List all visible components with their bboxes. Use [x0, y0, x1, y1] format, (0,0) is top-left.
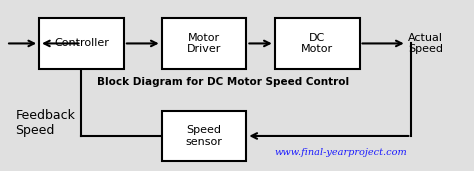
Text: www.final-yearproject.com: www.final-yearproject.com — [274, 148, 407, 157]
FancyBboxPatch shape — [275, 18, 359, 69]
Text: Actual
Speed: Actual Speed — [408, 33, 443, 54]
FancyBboxPatch shape — [162, 111, 246, 161]
Text: Speed
sensor: Speed sensor — [186, 125, 222, 147]
Text: Controller: Controller — [54, 38, 109, 48]
FancyBboxPatch shape — [39, 18, 124, 69]
Text: Feedback
Speed: Feedback Speed — [16, 109, 75, 136]
Text: Block Diagram for DC Motor Speed Control: Block Diagram for DC Motor Speed Control — [97, 77, 349, 87]
FancyBboxPatch shape — [162, 18, 246, 69]
Text: DC
Motor: DC Motor — [301, 33, 333, 54]
Text: Motor
Driver: Motor Driver — [187, 33, 221, 54]
